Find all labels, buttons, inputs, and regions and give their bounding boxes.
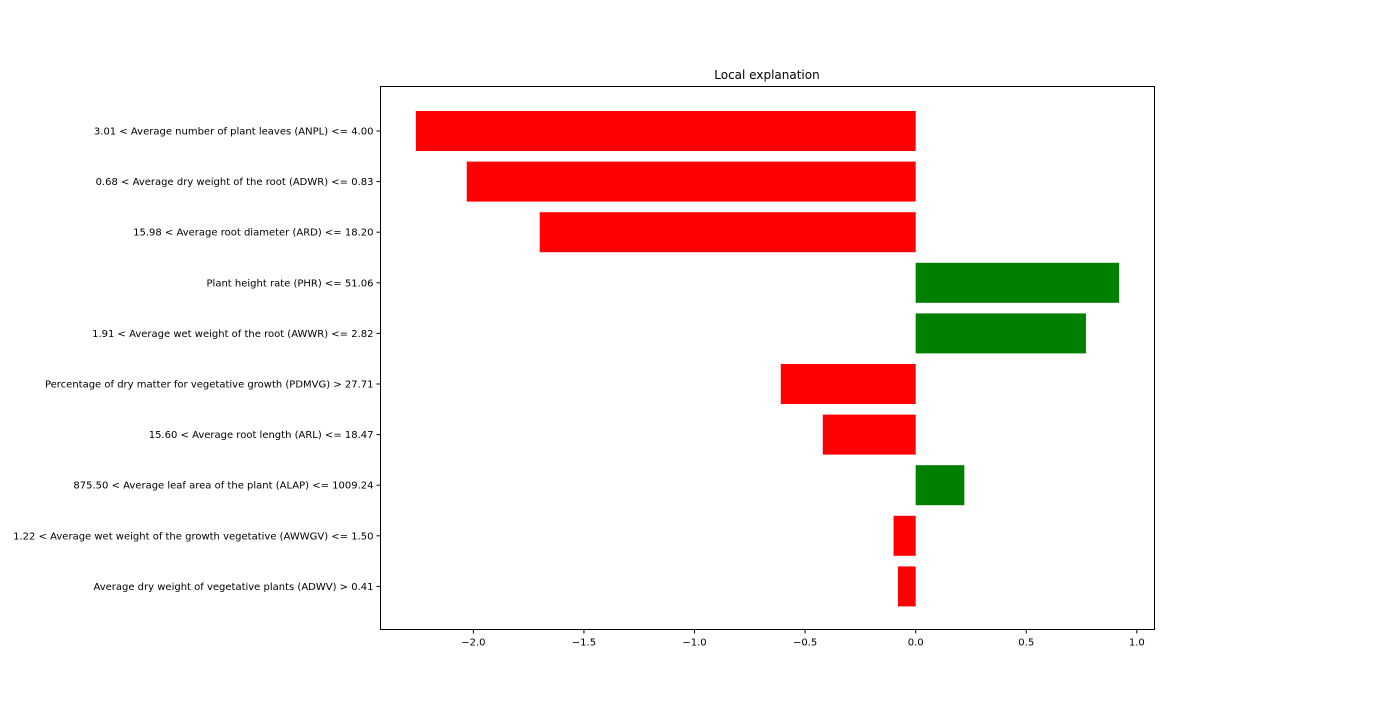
- bar: [822, 414, 916, 455]
- y-tick-label: Percentage of dry matter for vegetative …: [45, 380, 374, 391]
- y-tick-label: 1.91 < Average wet weight of the root (A…: [92, 329, 373, 340]
- y-tick-label: 15.98 < Average root diameter (ARD) <= 1…: [133, 228, 373, 239]
- bar: [915, 262, 1120, 303]
- x-tick-label: 0.5: [1018, 638, 1034, 649]
- y-tick-label: 1.22 < Average wet weight of the growth …: [13, 531, 373, 542]
- plot-frame: [380, 86, 1155, 630]
- bar: [780, 364, 916, 404]
- bar: [466, 161, 916, 202]
- y-tick-label: 875.50 < Average leaf area of the plant …: [73, 481, 373, 492]
- y-tick-label: 15.60 < Average root length (ARL) <= 18.…: [149, 430, 374, 441]
- x-tick-label: −1.5: [572, 638, 596, 649]
- bar: [539, 212, 916, 253]
- x-ticks: −2.0 −1.5 −1.0 −0.5 0.0 0.5 1.0: [461, 629, 1145, 649]
- x-tick-label: −2.0: [461, 638, 485, 649]
- bar: [415, 111, 916, 151]
- bar: [915, 465, 965, 506]
- chart-title: Local explanation: [714, 68, 819, 82]
- y-tick-label: 3.01 < Average number of plant leaves (A…: [94, 127, 374, 138]
- y-tick-labels: 3.01 < Average number of plant leaves (A…: [13, 127, 381, 593]
- x-tick-label: −1.0: [682, 638, 706, 649]
- x-tick-label: −0.5: [793, 638, 817, 649]
- x-tick-label: 1.0: [1129, 638, 1145, 649]
- x-tick-label: 0.0: [908, 638, 924, 649]
- y-tick-label: 0.68 < Average dry weight of the root (A…: [96, 177, 374, 188]
- bar: [897, 566, 916, 607]
- y-tick-label: Plant height rate (PHR) <= 51.06: [207, 278, 374, 289]
- bars-group: [415, 111, 1120, 607]
- y-tick-label: Average dry weight of vegetative plants …: [93, 582, 373, 593]
- bar: [915, 313, 1086, 354]
- bar: [893, 515, 916, 556]
